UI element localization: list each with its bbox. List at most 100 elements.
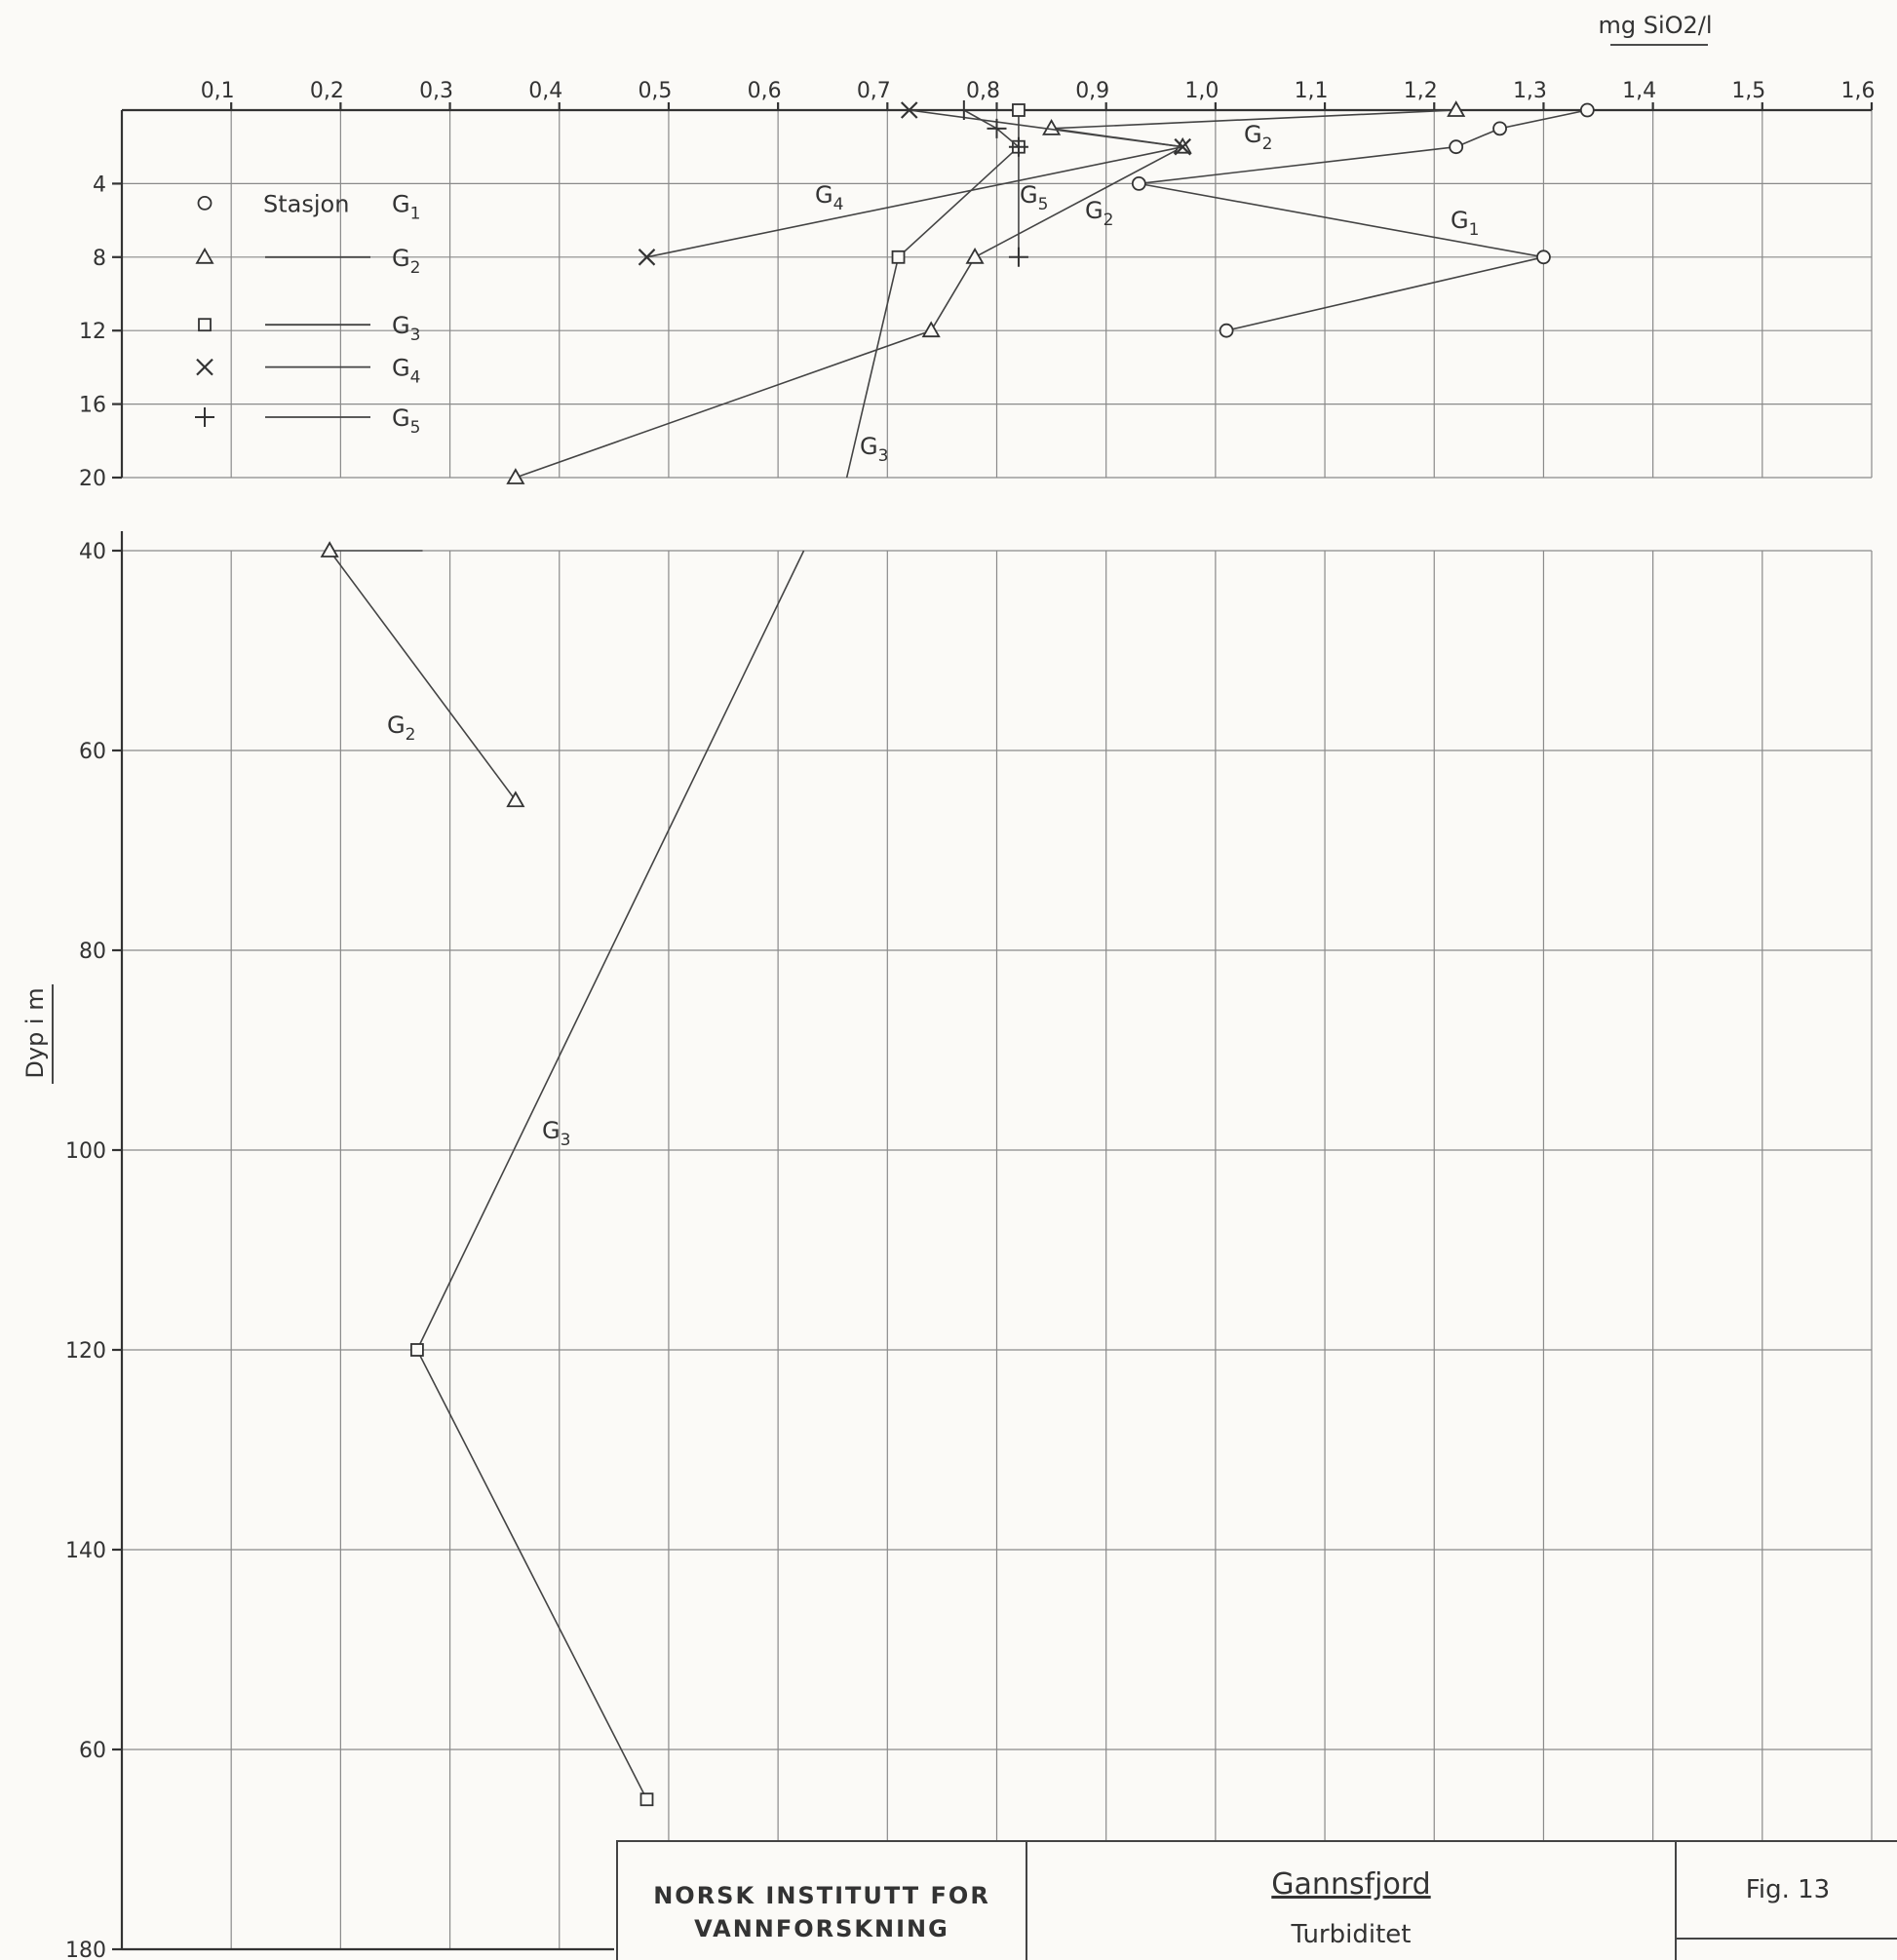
series-line-segment [1499, 109, 1588, 130]
x-tick-label: 1,1 [1295, 79, 1329, 103]
circle-marker [1536, 250, 1551, 265]
x-tick-label: 0,7 [857, 79, 891, 103]
title-block: NORSK INSTITUTT FOR VANNFORSKNING Gannsf… [616, 1840, 1897, 1960]
x-tick-label: 0,6 [748, 79, 782, 103]
series-line-segment [515, 329, 932, 479]
triangle-marker [506, 468, 525, 484]
institute-name: NORSK INSTITUTT FOR VANNFORSKNING [653, 1882, 990, 1942]
title-block-institute-cell: NORSK INSTITUTT FOR VANNFORSKNING [618, 1842, 1027, 1960]
x-tick-label: 0,2 [310, 79, 344, 103]
y-tick-label: 40 [79, 540, 106, 564]
triangle-marker [320, 541, 339, 557]
title-block-title-cell: Gannsfjord Turbiditet [1027, 1842, 1677, 1960]
triangle-marker [1042, 119, 1062, 135]
x-tick-label: 0,1 [201, 79, 235, 103]
legend-heading: Stasjon [263, 190, 349, 217]
series-line-segment [646, 145, 1183, 258]
series-line-segment [974, 145, 1183, 258]
square-marker [639, 1792, 654, 1807]
square-marker [891, 250, 906, 264]
title-block-figure-cell: Fig. 13 [1677, 1842, 1897, 1960]
y-tick-label: 120 [65, 1339, 106, 1364]
annotation-label: G2 [387, 711, 415, 745]
series-line-segment [416, 1349, 648, 1800]
legend: Stasjon G1 G2 G3 G4 G5 [195, 190, 420, 438]
x-tick-label: 1,6 [1841, 79, 1876, 103]
series-line-segment [845, 256, 900, 479]
series-g2 [320, 100, 1466, 808]
series-g4 [638, 101, 1191, 266]
x-tick-label: 0,8 [966, 79, 1000, 103]
y-tick-label: 60 [79, 740, 106, 764]
series-line-segment [416, 550, 805, 1351]
cross-marker [900, 101, 918, 119]
series-line-segment [1139, 182, 1544, 258]
series-annotations: G1 G2 G2 G2 G3 G3 G4 G5 [387, 121, 1479, 1150]
plus-marker [953, 100, 974, 120]
annotation-label: G5 [392, 404, 420, 438]
series-line-segment [963, 109, 997, 130]
triangle-marker [965, 247, 985, 264]
annotation-label: G1 [1451, 207, 1479, 240]
y-tick-label: 140 [65, 1539, 106, 1563]
triangle-marker [506, 790, 525, 808]
place-name: Gannsfjord [1271, 1867, 1431, 1902]
annotation-label: G2 [1244, 121, 1272, 154]
x-tick-label: 1,5 [1731, 79, 1765, 103]
series-line-segment [897, 146, 1020, 258]
x-tick-label: 1,2 [1404, 79, 1438, 103]
series-line-segment [1225, 256, 1544, 331]
square-marker [1012, 103, 1026, 117]
annotation-label: G4 [815, 181, 843, 214]
y-tick-label: 4 [93, 173, 106, 197]
x-axis-label: mg SiO2/l [1598, 12, 1712, 39]
series-g5 [953, 100, 1028, 267]
cross-marker [638, 249, 656, 266]
figure-number: Fig. 13 [1745, 1875, 1831, 1904]
series-line-segment [1051, 109, 1456, 130]
legend-entry-g1: Stasjon G1 [197, 190, 420, 223]
annotation-label: G3 [860, 433, 888, 466]
x-tick-label: 1,3 [1513, 79, 1547, 103]
annotation-label: G3 [542, 1117, 570, 1150]
x-tick-label: 0,3 [419, 79, 453, 103]
circle-marker [1579, 102, 1595, 118]
x-tick-label: 1,4 [1622, 79, 1656, 103]
parameter-name: Turbiditet [1291, 1920, 1412, 1949]
annotation-label: G1 [392, 190, 420, 223]
cross-marker [1174, 137, 1191, 156]
series-line-segment [329, 550, 517, 801]
circle-marker [1492, 121, 1507, 136]
y-tick-label: 60 [79, 1739, 106, 1763]
annotation-label: G5 [1020, 181, 1048, 214]
cross-marker [196, 358, 213, 376]
plus-marker [987, 118, 1007, 138]
y-tick-label: 100 [65, 1139, 106, 1164]
series-g1 [1131, 102, 1595, 338]
series-line-segment [1139, 145, 1456, 185]
x-tick-label: 0,5 [638, 79, 672, 103]
y-tick-label: 16 [79, 394, 106, 418]
x-tick-label: 0,9 [1075, 79, 1109, 103]
annotation-label: G4 [392, 355, 420, 388]
x-tick-labels: 0,1 0,2 0,3 0,4 0,5 0,6 0,7 0,8 0,9 1,0 1,1 1,2 1,3 1… [201, 79, 1876, 110]
triangle-marker [921, 321, 941, 338]
y-tick-label: 180 [65, 1939, 106, 1958]
y-tick-label: 20 [79, 467, 106, 491]
triangle-marker [195, 247, 214, 264]
square-marker [198, 318, 212, 332]
annotation-label: G2 [392, 245, 420, 278]
annotation-label: G2 [1085, 197, 1113, 230]
plus-marker [1008, 136, 1028, 157]
series-line-segment [909, 109, 1183, 148]
annotation-label: G3 [392, 312, 420, 345]
y-tick-label: 8 [93, 247, 106, 271]
legend-entry-g5: G5 [195, 404, 420, 438]
triangle-marker [1447, 100, 1466, 117]
circle-marker [1449, 139, 1464, 155]
plus-marker [1008, 247, 1028, 267]
y-tick-label: 80 [79, 940, 106, 964]
circle-marker [1219, 323, 1234, 338]
circle-marker [197, 195, 213, 211]
